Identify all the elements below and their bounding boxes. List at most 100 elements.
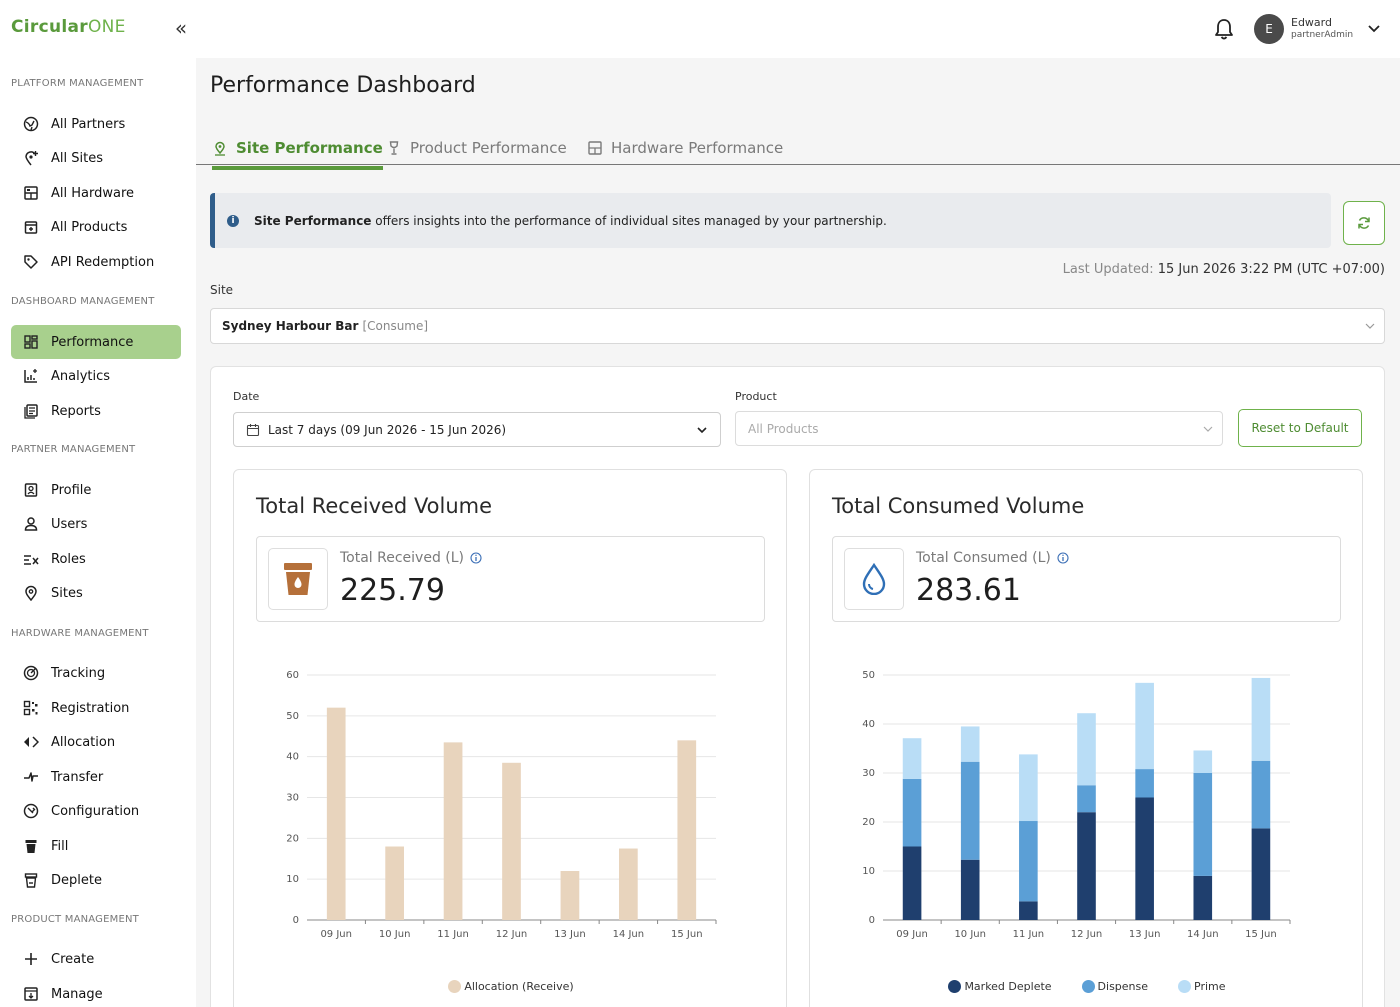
tab-label: Hardware Performance [611, 139, 784, 157]
sidebar-item-analytics[interactable]: Analytics [11, 359, 181, 393]
refresh-button[interactable] [1343, 201, 1385, 245]
sidebar-item-create[interactable]: Create [11, 942, 181, 976]
sidebar-item-transfer[interactable]: Transfer [11, 760, 181, 794]
bar-allocation-receive--11-jun[interactable] [443, 742, 463, 920]
sidebar-item-manage[interactable]: Manage [11, 977, 181, 1007]
user-menu-chevron-icon[interactable] [1366, 20, 1382, 36]
bar-marked-deplete-14-jun[interactable] [1193, 875, 1213, 920]
sidebar-item-api-redemption[interactable]: API Redemption [11, 245, 181, 279]
analytics-icon [23, 368, 39, 384]
bar-prime-11-jun[interactable] [1019, 754, 1038, 822]
bar-allocation-receive--14-jun[interactable] [619, 848, 638, 920]
x-tick-label: 15 Jun [1245, 929, 1277, 940]
sidebar-item-label: Create [51, 951, 95, 967]
bar-prime-10-jun[interactable] [960, 726, 980, 762]
sidebar-item-all-hardware[interactable]: All Hardware [11, 176, 181, 210]
roles-list-icon [23, 551, 39, 567]
bar-marked-deplete-15-jun[interactable] [1251, 828, 1271, 920]
notification-bell-icon[interactable] [1213, 17, 1235, 41]
sidebar-item-label: All Sites [51, 150, 103, 166]
date-range-select[interactable]: Last 7 days (09 Jun 2026 - 15 Jun 2026) [233, 412, 721, 447]
chevron-down-icon [1365, 323, 1375, 329]
y-tick-label: 10 [286, 874, 299, 885]
tab-site-performance[interactable]: Site Performance [212, 132, 383, 170]
bar-allocation-receive--13-jun[interactable] [560, 871, 580, 920]
sidebar-item-users[interactable]: Users [11, 507, 181, 541]
bar-allocation-receive--09-jun[interactable] [326, 707, 346, 920]
bar-prime-12-jun[interactable] [1077, 713, 1096, 786]
bar-marked-deplete-11-jun[interactable] [1019, 901, 1038, 920]
bar-dispense-11-jun[interactable] [1019, 821, 1038, 902]
bar-dispense-15-jun[interactable] [1251, 760, 1271, 829]
sidebar-item-label: Deplete [51, 872, 102, 888]
location-pin-icon [215, 141, 225, 156]
bar-allocation-receive--15-jun[interactable] [677, 740, 697, 920]
legend-item[interactable]: Marked Deplete [948, 980, 1052, 993]
tab-product-performance[interactable]: Product Performance [386, 132, 567, 164]
help-icon[interactable] [470, 552, 482, 564]
sidebar-item-reports[interactable]: Reports [11, 394, 181, 428]
legend-item[interactable]: Prime [1178, 980, 1226, 993]
bar-dispense-14-jun[interactable] [1193, 773, 1213, 876]
card-title: Total Received Volume [256, 494, 493, 518]
user-icon [23, 516, 39, 532]
collapse-sidebar-icon[interactable]: « [174, 16, 188, 40]
received-chart-legend: Allocation (Receive) [234, 980, 788, 993]
sidebar-item-all-products[interactable]: All Products [11, 210, 181, 244]
bar-prime-13-jun[interactable] [1135, 682, 1154, 770]
sidebar-item-roles[interactable]: Roles [11, 542, 181, 576]
tab-hardware-performance[interactable]: Hardware Performance [587, 132, 783, 164]
sidebar-item-deplete[interactable]: Deplete [11, 863, 181, 897]
sidebar-item-tracking[interactable]: Tracking [11, 656, 181, 690]
sidebar-item-label: Analytics [51, 368, 111, 384]
sidebar-item-allocation[interactable]: Allocation [11, 725, 181, 759]
bar-dispense-09-jun[interactable] [902, 778, 922, 847]
sidebar-item-all-sites[interactable]: All Sites [11, 141, 181, 175]
sidebar-item-configuration[interactable]: Configuration [11, 794, 181, 828]
y-tick-label: 50 [862, 670, 875, 681]
reset-to-default-button[interactable]: Reset to Default [1238, 409, 1362, 447]
sidebar-item-registration[interactable]: Registration [11, 691, 181, 725]
bar-marked-deplete-13-jun[interactable] [1135, 797, 1154, 921]
bar-prime-09-jun[interactable] [902, 738, 922, 779]
bar-dispense-12-jun[interactable] [1077, 785, 1096, 813]
bar-marked-deplete-12-jun[interactable] [1077, 812, 1096, 920]
calendar-icon [246, 423, 260, 436]
qr-code-icon [23, 700, 39, 716]
user-role: partnerAdmin [1291, 30, 1354, 40]
sidebar: PLATFORM MANAGEMENT All Partners All Sit… [0, 58, 196, 1007]
received-volume-chart: 0 10 20 30 40 50 60 09 Jun 10 Jun 11 Jun 12 Jun 13 … [286, 670, 717, 940]
sidebar-item-all-partners[interactable]: All Partners [11, 107, 181, 141]
user-name: Edward [1291, 16, 1332, 29]
user-avatar[interactable]: E [1254, 14, 1284, 44]
app-logo[interactable]: CircularONE [11, 17, 126, 37]
sidebar-item-performance[interactable]: Performance [11, 325, 181, 359]
info-icon: i [227, 214, 239, 227]
sidebar-item-sites[interactable]: Sites [11, 576, 181, 610]
section-hardware-management: HARDWARE MANAGEMENT [11, 628, 149, 639]
legend-item[interactable]: Dispense [1081, 980, 1148, 993]
site-select[interactable]: Sydney Harbour Bar [Consume] [210, 308, 1385, 344]
cup-icon [268, 548, 328, 610]
product-select[interactable]: All Products [735, 411, 1223, 446]
bar-allocation-receive--10-jun[interactable] [385, 846, 404, 921]
sidebar-item-profile[interactable]: Profile [11, 473, 181, 507]
x-tick-label: 12 Jun [496, 929, 528, 940]
date-range-value: Last 7 days (09 Jun 2026 - 15 Jun 2026) [268, 422, 507, 437]
bar-dispense-10-jun[interactable] [960, 761, 980, 860]
y-tick-label: 10 [862, 866, 875, 877]
bar-prime-14-jun[interactable] [1193, 750, 1213, 773]
legend-label: Allocation (Receive) [464, 980, 574, 993]
bar-allocation-receive--12-jun[interactable] [502, 762, 521, 920]
hardware-icon [588, 141, 602, 155]
sidebar-item-fill[interactable]: Fill [11, 829, 181, 863]
bar-prime-15-jun[interactable] [1251, 677, 1271, 761]
help-icon[interactable] [1057, 552, 1069, 564]
product-placeholder: All Products [748, 421, 819, 436]
y-tick-label: 30 [286, 793, 299, 804]
bar-marked-deplete-10-jun[interactable] [960, 859, 980, 920]
sidebar-item-label: Users [51, 516, 88, 532]
legend-item[interactable]: Allocation (Receive) [448, 980, 574, 993]
bar-marked-deplete-09-jun[interactable] [902, 846, 922, 921]
bar-dispense-13-jun[interactable] [1135, 769, 1154, 798]
